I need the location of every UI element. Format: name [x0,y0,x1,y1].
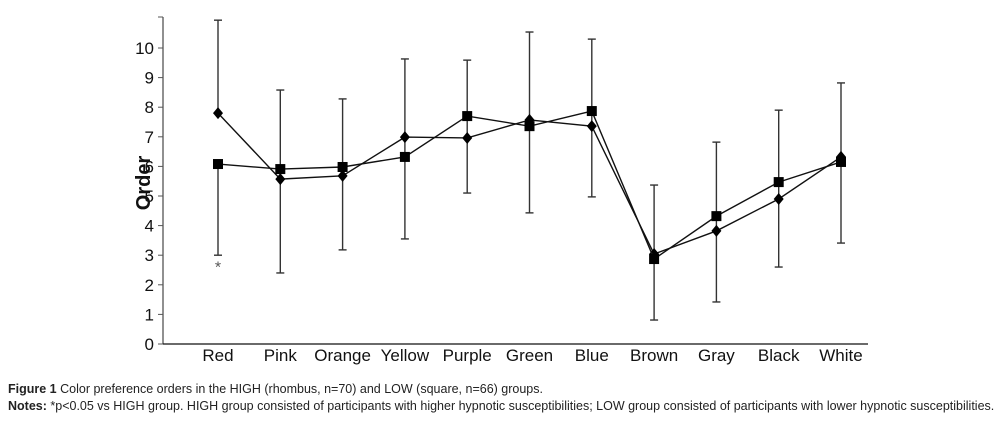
figure-label: Figure 1 [8,382,57,396]
x-tick-label: Gray [698,346,735,365]
y-tick-label: 8 [145,98,154,117]
marker-square [399,151,410,162]
marker-diamond [711,224,722,237]
marker-diamond [275,173,286,186]
x-tick-label: Blue [575,346,609,365]
marker-square [524,121,535,132]
marker-square [275,164,286,175]
marker-diamond [337,169,348,182]
chart: 0 1 2 3 4 5 6 7 8 9 10 Order Red Pink Orange Yellow Purp… [133,16,868,365]
x-tick-label: Black [758,346,800,365]
y-tick-label: 10 [135,39,154,58]
marker-diamond [399,131,410,144]
marker-diamond [462,131,473,144]
marker-square [773,177,784,188]
notes-label: Notes: [8,399,47,413]
x-tick-label: Orange [314,346,371,365]
figure-caption-text: Color preference orders in the HIGH (rho… [60,382,543,396]
significance-asterisk: * [215,260,221,277]
marker-diamond [586,120,597,133]
notes-text: *p<0.05 vs HIGH group. HIGH group consis… [50,399,995,413]
marker-diamond [773,192,784,205]
x-tick-label: Red [202,346,233,365]
marker-square [586,106,597,117]
y-tick-label: 7 [145,128,154,147]
x-tick-label: Green [506,346,553,365]
marker-square [462,111,473,122]
marker-square [337,161,348,172]
marker-diamond [213,107,223,120]
y-tick-label: 4 [145,217,154,236]
x-tick-label: Yellow [381,346,430,365]
x-tick-label: White [819,346,862,365]
y-tick-label: 1 [145,305,154,324]
marker-square [836,156,846,167]
y-tick-label: 3 [145,246,154,265]
figure-caption: Figure 1 Color preference orders in the … [8,381,543,398]
y-tick-label: 9 [145,69,154,88]
y-axis-title: Order [133,156,155,211]
x-tick-label: Purple [443,346,492,365]
y-tick-label: 0 [145,335,154,354]
y-tick-label: 6 [145,157,154,176]
x-tick-label: Brown [630,346,678,365]
y-tick-label: 2 [145,276,154,295]
figure-notes: Notes: *p<0.05 vs HIGH group. HIGH group… [8,398,998,415]
marker-square [711,211,722,222]
y-tick-label: 5 [145,187,154,206]
marker-square [649,254,660,265]
x-tick-label: Pink [264,346,298,365]
marker-square [213,159,223,170]
